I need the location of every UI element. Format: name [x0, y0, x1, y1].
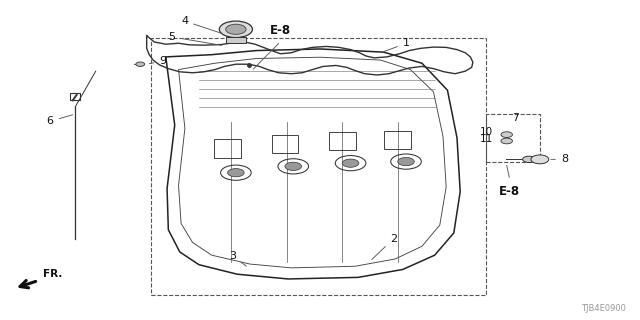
Text: 6: 6: [47, 115, 73, 126]
Text: E-8: E-8: [270, 24, 291, 37]
Circle shape: [285, 162, 301, 171]
Text: 1: 1: [383, 38, 410, 52]
Bar: [70, 93, 81, 100]
Text: FR.: FR.: [44, 269, 63, 279]
Circle shape: [501, 132, 513, 138]
Circle shape: [397, 157, 414, 166]
Bar: [271, 135, 298, 153]
Circle shape: [136, 62, 145, 67]
Circle shape: [228, 169, 244, 177]
Circle shape: [531, 155, 548, 164]
Text: TJB4E0900: TJB4E0900: [581, 304, 626, 313]
Bar: [329, 132, 356, 150]
Bar: [385, 131, 411, 149]
Text: 9: 9: [149, 56, 166, 66]
Bar: [226, 37, 246, 43]
Text: 8: 8: [551, 154, 568, 164]
Text: 11: 11: [480, 134, 493, 144]
Circle shape: [226, 24, 246, 34]
Circle shape: [342, 159, 359, 167]
Text: E-8: E-8: [499, 185, 520, 197]
Bar: [214, 140, 241, 158]
Bar: [151, 38, 486, 295]
Circle shape: [523, 156, 536, 163]
Circle shape: [220, 21, 252, 37]
Text: 2: 2: [372, 234, 397, 260]
Text: 5: 5: [168, 32, 221, 45]
Text: 7: 7: [513, 113, 519, 123]
Circle shape: [501, 138, 513, 144]
Text: 10: 10: [480, 127, 493, 137]
Text: 3: 3: [229, 251, 246, 266]
Text: 4: 4: [181, 16, 223, 34]
Bar: [486, 114, 540, 162]
